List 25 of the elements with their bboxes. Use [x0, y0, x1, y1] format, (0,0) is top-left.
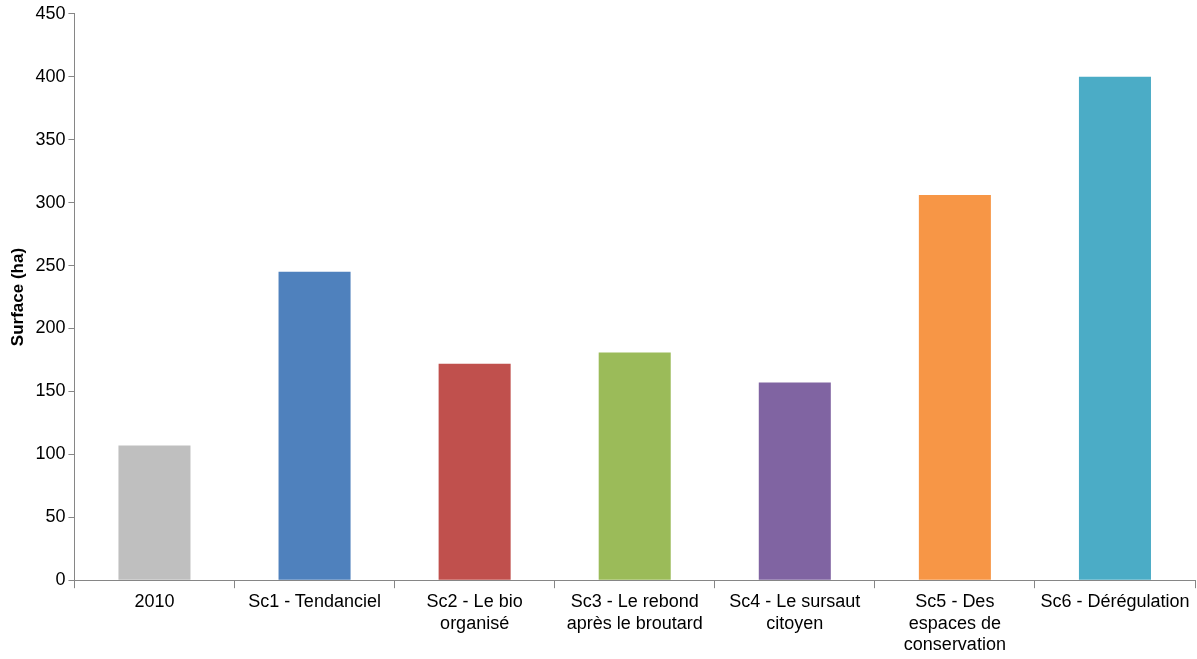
- bar: [758, 382, 831, 580]
- y-tick-label: 250: [35, 254, 66, 275]
- x-tick-label: Sc5 - Des espaces de conservation: [903, 590, 1006, 655]
- bar: [278, 271, 351, 580]
- y-tick-label: 300: [35, 191, 66, 212]
- bar: [598, 352, 671, 580]
- bar: [438, 363, 511, 580]
- bar: [918, 195, 991, 580]
- x-tick-label: Sc4 - Le sursaut citoyen: [729, 590, 861, 633]
- y-tick-label: 400: [35, 65, 66, 86]
- y-tick-label: 100: [35, 443, 66, 464]
- y-tick-label: 150: [35, 380, 66, 401]
- bar: [1078, 76, 1151, 580]
- y-tick-label: 0: [55, 569, 66, 590]
- y-tick-label: 450: [35, 2, 66, 23]
- bar: [118, 445, 191, 580]
- x-tick-label: Sc1 - Tendanciel: [248, 590, 381, 611]
- x-tick-label: Sc3 - Le rebond après le broutard: [566, 590, 703, 633]
- y-tick-label: 350: [35, 128, 66, 149]
- y-axis-title: Surface (ha): [7, 247, 27, 347]
- y-tick-label: 50: [45, 506, 66, 527]
- x-tick-label: 2010: [134, 590, 175, 611]
- x-tick-label: Sc6 - Dérégulation: [1040, 590, 1190, 611]
- x-tick-label: Sc2 - Le bio organisé: [426, 590, 523, 633]
- y-tick-label: 200: [35, 317, 66, 338]
